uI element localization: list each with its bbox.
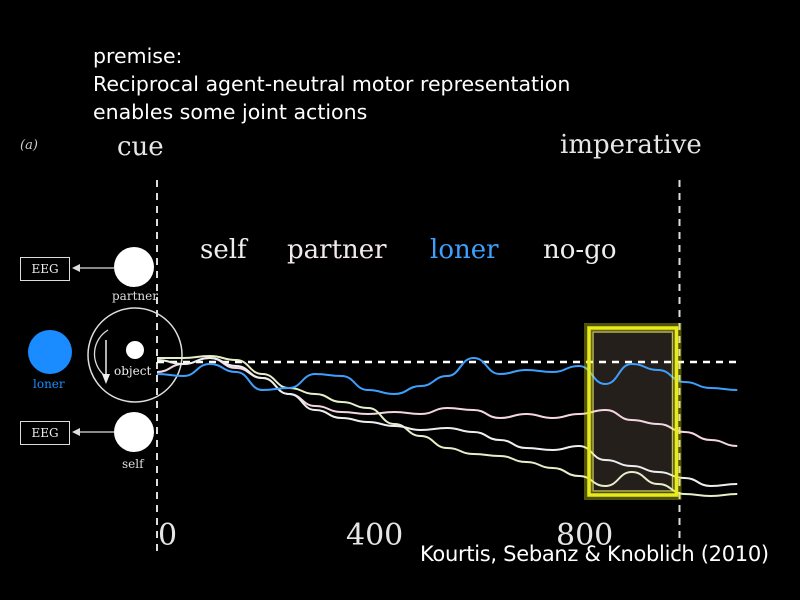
self-circle xyxy=(114,412,154,452)
object-label: object xyxy=(114,364,152,378)
panel-label: (a) xyxy=(20,138,38,153)
legend-no-go: no-go xyxy=(543,235,617,265)
self-label: self xyxy=(122,457,144,471)
legend-loner: loner xyxy=(430,235,499,265)
arrow-left-icon xyxy=(72,264,80,272)
loner-label: loner xyxy=(33,377,65,391)
arrow-left-icon xyxy=(72,428,80,436)
legend-partner: partner xyxy=(287,235,387,265)
eeg-box-top: EEG xyxy=(20,257,70,281)
partner-circle xyxy=(114,247,154,287)
loner-circle xyxy=(28,330,72,374)
event-label-imperative: imperative xyxy=(560,130,702,160)
series-line-loner xyxy=(156,356,738,396)
eeg-box-bottom: EEG xyxy=(20,421,70,445)
rotation-arc xyxy=(93,329,109,376)
legend-self: self xyxy=(200,235,247,265)
setup-diagram xyxy=(28,247,183,452)
partner-label: partner xyxy=(112,289,158,303)
premise-line-1: premise: xyxy=(93,44,183,68)
citation: Kourtis, Sebanz & Knoblich (2010) xyxy=(420,542,769,566)
premise-line-2: Reciprocal agent-neutral motor represent… xyxy=(93,72,571,96)
premise-text: premise: Reciprocal agent-neutral motor … xyxy=(93,42,653,126)
highlight-inner xyxy=(592,331,673,492)
series-line-self xyxy=(156,356,738,488)
highlight-box xyxy=(587,326,679,497)
premise-line-3: enables some joint actions xyxy=(93,100,368,124)
event-label-cue: cue xyxy=(117,132,164,162)
xtick-800: 800 xyxy=(556,518,614,553)
xtick-0: 0 xyxy=(158,518,178,553)
xtick-400: 400 xyxy=(346,518,404,553)
object-dot xyxy=(126,341,144,359)
down-arrow-icon xyxy=(102,374,110,384)
series-line-no-go xyxy=(157,354,738,498)
